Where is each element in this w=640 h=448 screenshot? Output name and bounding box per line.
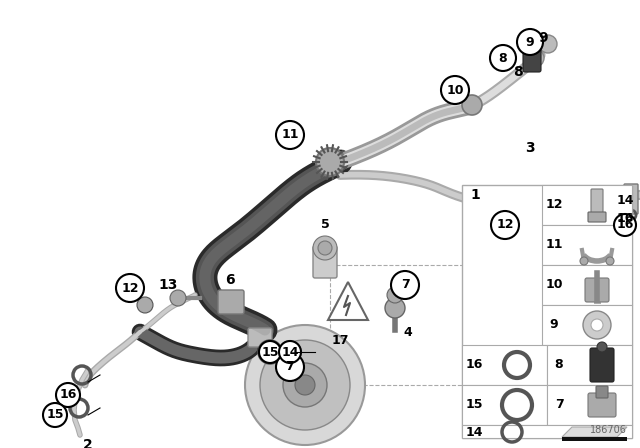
Circle shape [279,341,301,363]
Text: 14: 14 [281,345,299,358]
Text: 15: 15 [261,345,279,358]
Polygon shape [328,282,368,320]
Text: 16: 16 [60,388,77,401]
FancyBboxPatch shape [585,278,609,302]
FancyBboxPatch shape [523,46,541,72]
Text: 16: 16 [616,219,634,232]
Circle shape [583,311,611,339]
Text: 7: 7 [555,399,563,412]
Text: 2: 2 [83,438,93,448]
FancyBboxPatch shape [542,305,632,345]
Text: 9: 9 [525,35,534,48]
Circle shape [539,35,557,53]
FancyBboxPatch shape [542,185,632,225]
FancyBboxPatch shape [462,425,632,438]
FancyBboxPatch shape [462,345,547,385]
FancyBboxPatch shape [313,246,337,278]
Circle shape [283,363,327,407]
Text: 8: 8 [555,358,563,371]
Text: 8: 8 [513,65,523,79]
Text: 1: 1 [470,188,480,202]
Text: 6: 6 [225,273,235,287]
Text: 8: 8 [499,52,508,65]
Circle shape [441,76,469,104]
Circle shape [391,271,419,299]
Text: 9: 9 [538,31,548,45]
Text: 9: 9 [550,319,558,332]
FancyBboxPatch shape [588,393,616,417]
Circle shape [259,341,281,363]
Text: 13: 13 [158,278,178,292]
FancyBboxPatch shape [596,386,608,398]
Circle shape [462,95,482,115]
Text: 14: 14 [465,426,483,439]
Circle shape [490,45,516,71]
Circle shape [580,257,588,265]
FancyBboxPatch shape [624,184,638,214]
Circle shape [313,236,337,260]
Circle shape [170,290,186,306]
Circle shape [276,353,304,381]
Circle shape [137,297,153,313]
Text: 12: 12 [545,198,563,211]
Text: 15: 15 [465,399,483,412]
Circle shape [385,298,405,318]
Circle shape [491,211,519,239]
Circle shape [387,287,403,303]
FancyBboxPatch shape [591,189,603,221]
Text: 11: 11 [545,238,563,251]
Text: 3: 3 [525,141,535,155]
FancyBboxPatch shape [218,290,244,314]
Text: 14: 14 [616,194,634,207]
FancyBboxPatch shape [590,348,614,382]
Circle shape [316,148,344,176]
Polygon shape [562,427,627,437]
Circle shape [606,257,614,265]
Text: 10: 10 [545,279,563,292]
Circle shape [43,403,67,427]
Text: 4: 4 [404,326,412,339]
FancyBboxPatch shape [542,265,632,305]
Text: 10: 10 [446,83,464,96]
FancyBboxPatch shape [562,437,627,441]
Text: 15: 15 [46,409,64,422]
Text: 16: 16 [616,211,634,224]
FancyBboxPatch shape [547,385,632,425]
FancyBboxPatch shape [588,212,606,222]
FancyBboxPatch shape [248,328,272,347]
Circle shape [245,325,365,445]
Circle shape [56,383,80,407]
Circle shape [279,341,301,363]
Circle shape [295,375,315,395]
Circle shape [276,121,304,149]
Circle shape [116,274,144,302]
Circle shape [597,342,607,352]
Circle shape [591,319,603,331]
FancyBboxPatch shape [542,225,632,265]
FancyBboxPatch shape [547,345,632,385]
FancyBboxPatch shape [462,185,632,438]
Text: 16: 16 [465,358,483,371]
Circle shape [517,29,543,55]
Text: 186706: 186706 [590,425,627,435]
Text: 5: 5 [321,219,330,232]
Circle shape [260,340,350,430]
Circle shape [526,49,544,67]
Circle shape [614,214,636,236]
Text: 12: 12 [121,281,139,294]
Text: 7: 7 [401,279,410,292]
Circle shape [318,241,332,255]
Text: 12: 12 [496,219,514,232]
Text: 7: 7 [285,361,294,374]
Text: 11: 11 [281,129,299,142]
Text: 17: 17 [332,333,349,346]
FancyBboxPatch shape [462,385,547,425]
